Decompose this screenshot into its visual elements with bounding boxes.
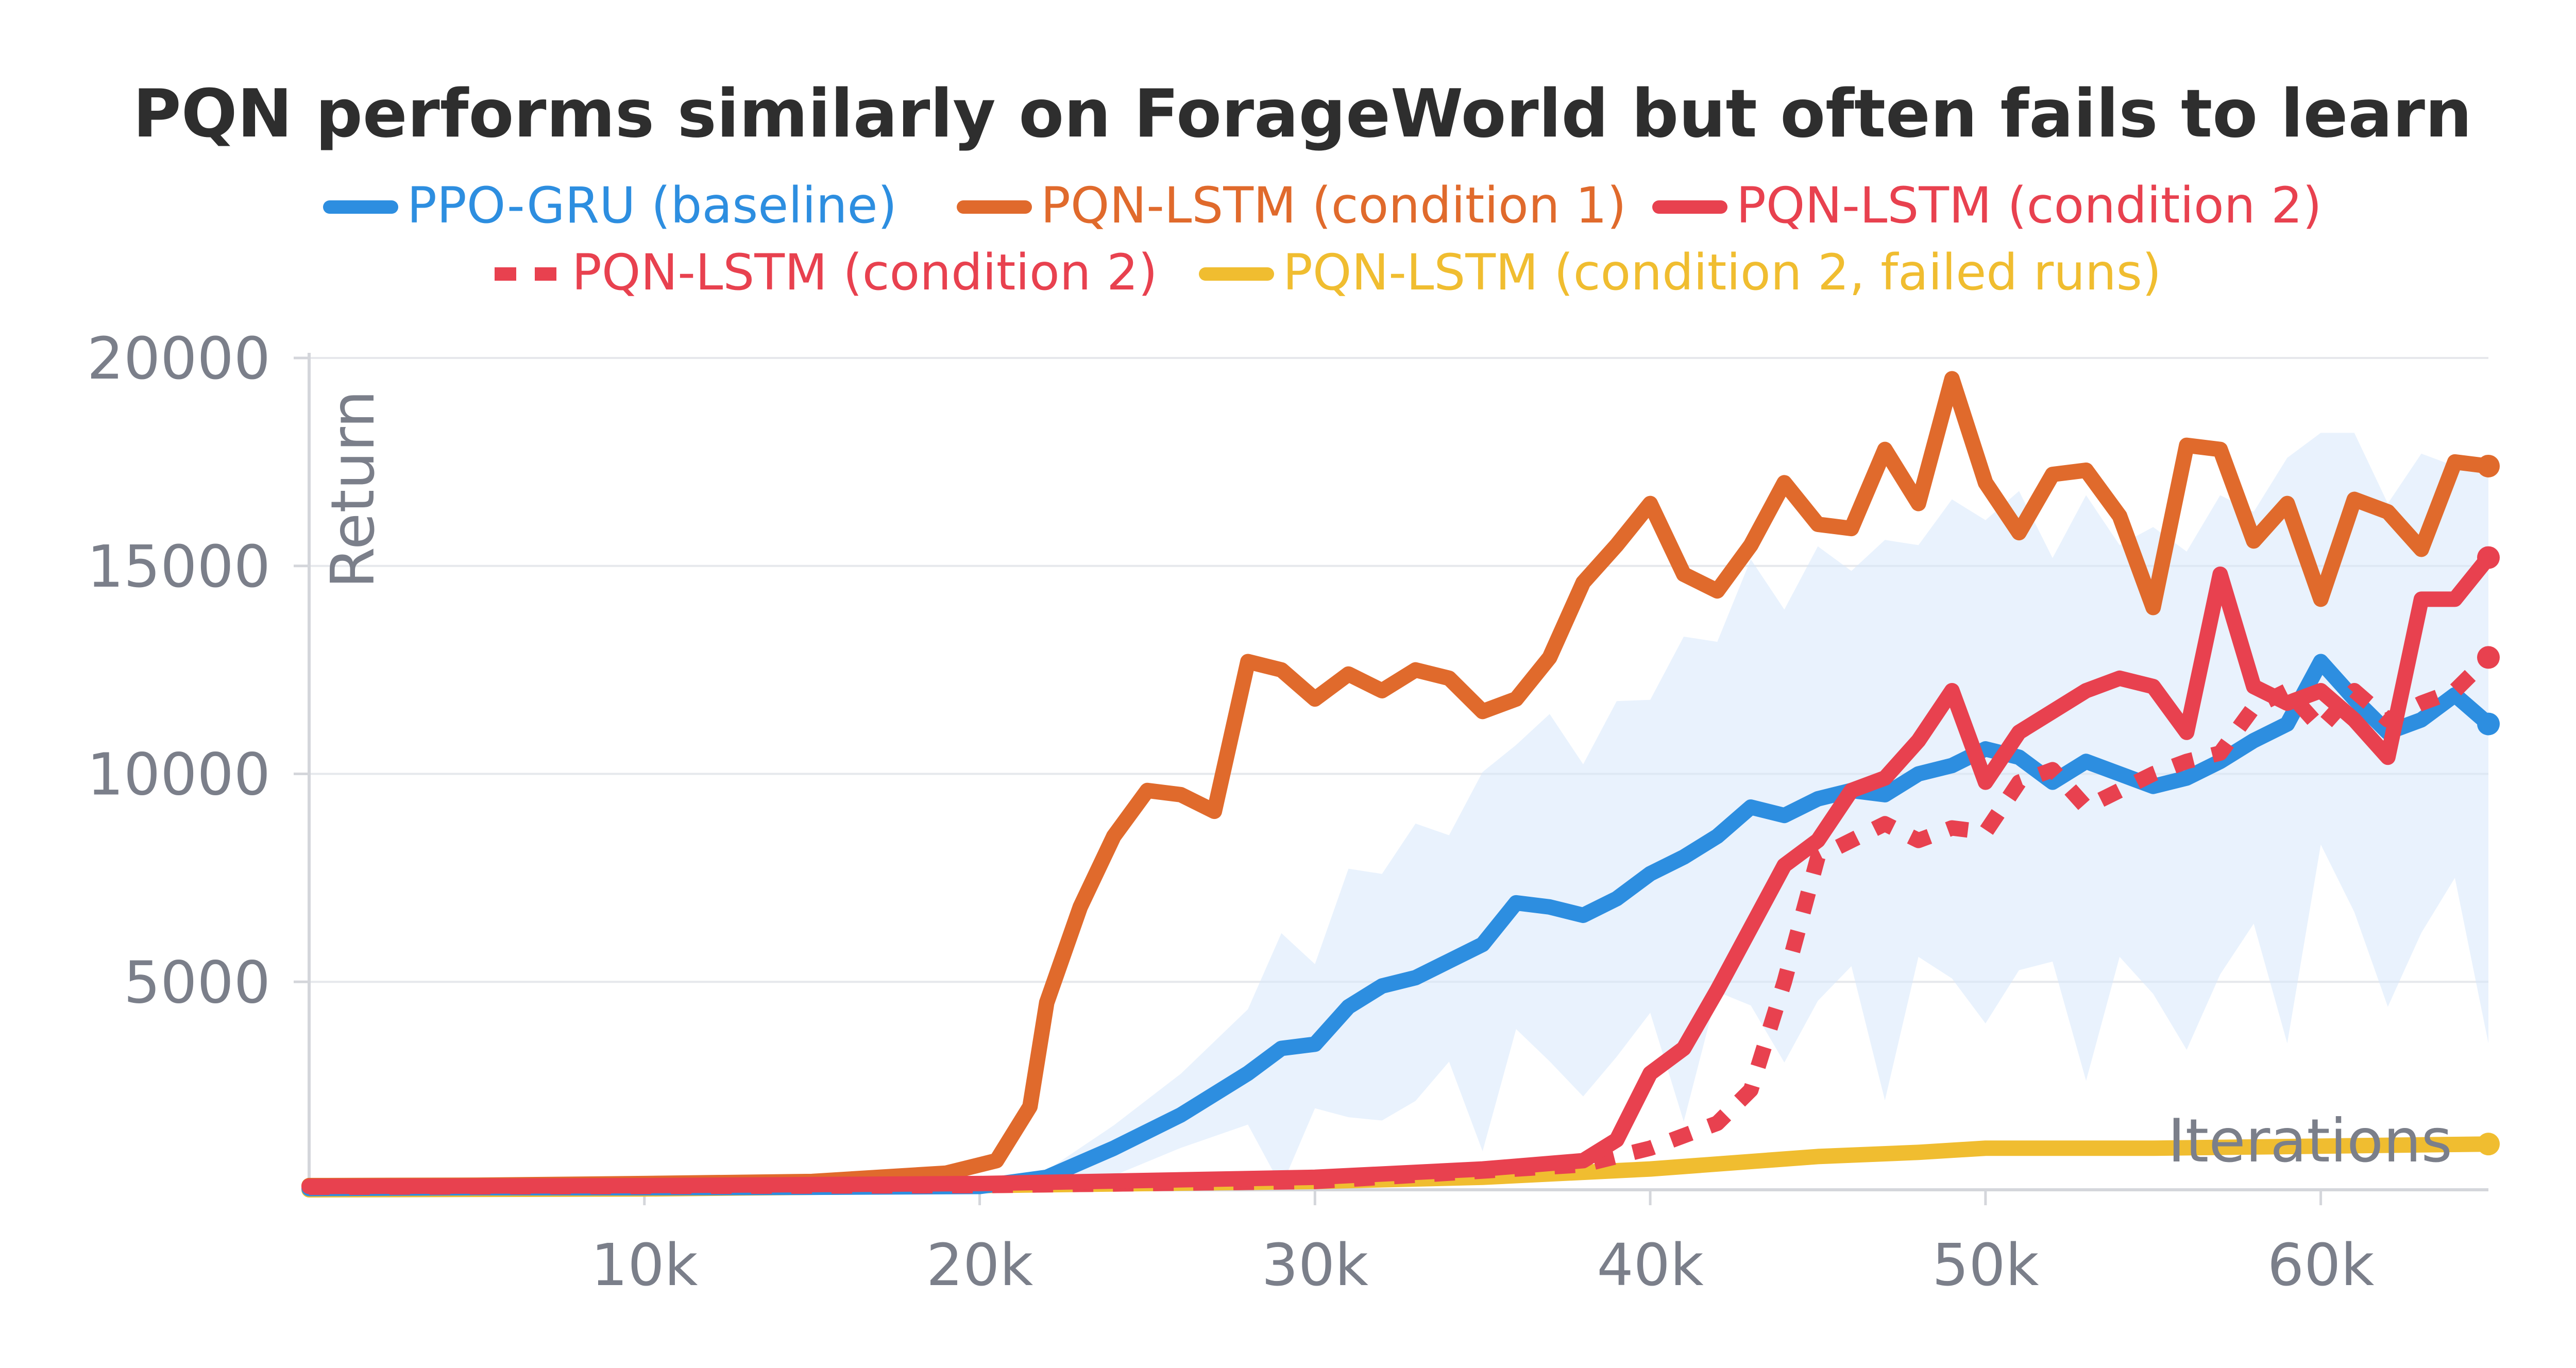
series-end-marker-0 bbox=[2477, 712, 2500, 736]
legend-label-3: PQN-LSTM (condition 2) bbox=[572, 244, 1158, 301]
x-tick-label-40k: 40k bbox=[1597, 1232, 1704, 1299]
series-lines bbox=[301, 371, 2500, 1198]
legend-label-4: PQN-LSTM (condition 2, failed runs) bbox=[1283, 244, 2161, 301]
x-tick-label-20k: 20k bbox=[926, 1232, 1033, 1299]
legend-label-2: PQN-LSTM (condition 2) bbox=[1736, 177, 2322, 234]
ppo-variance-band-area bbox=[309, 433, 2488, 1190]
series-line-2 bbox=[301, 550, 2496, 1194]
series-line-3 bbox=[309, 652, 2494, 1195]
series-line-1 bbox=[301, 371, 2496, 1193]
series-end-marker-4 bbox=[2477, 1133, 2500, 1156]
series-end-marker-2 bbox=[2477, 546, 2500, 569]
legend-label-0: PPO-GRU (baseline) bbox=[407, 177, 897, 234]
y-tick-label-15000: 15000 bbox=[87, 534, 270, 601]
x-tick-label-50k: 50k bbox=[1932, 1232, 2039, 1299]
tick-labels: 10k 20k 30k 40k 50k 60k 5000 10000 15000 20000 bbox=[87, 326, 2375, 1299]
series-end-marker-3 bbox=[2477, 646, 2500, 669]
legend-label-1: PQN-LSTM (condition 1) bbox=[1041, 177, 1626, 234]
y-tick-label-20000: 20000 bbox=[87, 326, 270, 392]
series-end-marker-1 bbox=[2477, 454, 2500, 477]
x-axis-label: Iterations bbox=[2168, 1106, 2452, 1176]
chart-title: PQN performs similarly on ForageWorld bu… bbox=[133, 76, 2472, 152]
x-tick-label-10k: 10k bbox=[591, 1232, 698, 1299]
y-tick-label-5000: 5000 bbox=[124, 949, 270, 1016]
ppo-variance-band bbox=[309, 433, 2488, 1190]
legend: PPO-GRU (baseline) PQN-LSTM (condition 1)… bbox=[323, 177, 2322, 301]
series-line-0 bbox=[301, 654, 2496, 1196]
y-tick-label-10000: 10000 bbox=[87, 742, 270, 809]
y-axis-label: Return bbox=[318, 390, 388, 589]
x-tick-label-60k: 60k bbox=[2267, 1232, 2375, 1299]
x-tick-label-30k: 30k bbox=[1262, 1232, 1369, 1299]
